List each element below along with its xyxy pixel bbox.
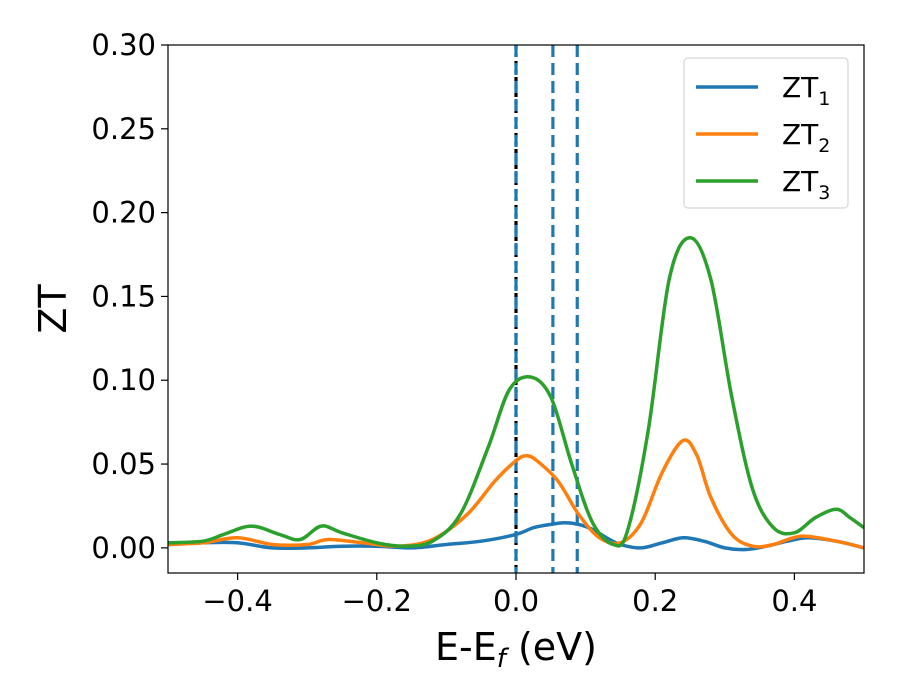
y-tick-label: 0.25 [91,112,156,146]
y-tick-label: 0.20 [91,196,156,230]
y-tick-label: 0.10 [91,363,156,397]
series-line-zt3 [168,236,864,548]
series-group [168,236,864,552]
y-tick-label: 0.30 [91,28,156,62]
x-tick-label: 0.4 [771,584,817,618]
legend: ZT1 ZT2 ZT3 [683,57,849,209]
x-tick-label: −0.4 [202,584,272,618]
x-tick-label: −0.2 [342,584,412,618]
y-tick-label: 0.00 [91,531,156,565]
y-tick-label: 0.05 [91,447,156,481]
legend-label: ZT2 [782,118,830,157]
legend-label: ZT3 [782,165,830,204]
x-axis-label: E-Ef (eV) [435,625,597,674]
legend-label: ZT1 [782,71,830,110]
y-tick-label: 0.15 [91,279,156,313]
legend-box [683,57,849,209]
x-tick-label: 0.0 [493,584,539,618]
y-axis-label: ZT [31,284,75,334]
x-tick-label: 0.2 [632,584,678,618]
series-line-zt2 [168,438,864,550]
x-axis-ticks: −0.4 −0.2 0.0 0.2 0.4 [202,573,817,618]
series-line-zt1 [168,520,864,552]
y-axis-ticks: 0.00 0.05 0.10 0.15 0.20 0.25 0.30 [91,28,168,565]
